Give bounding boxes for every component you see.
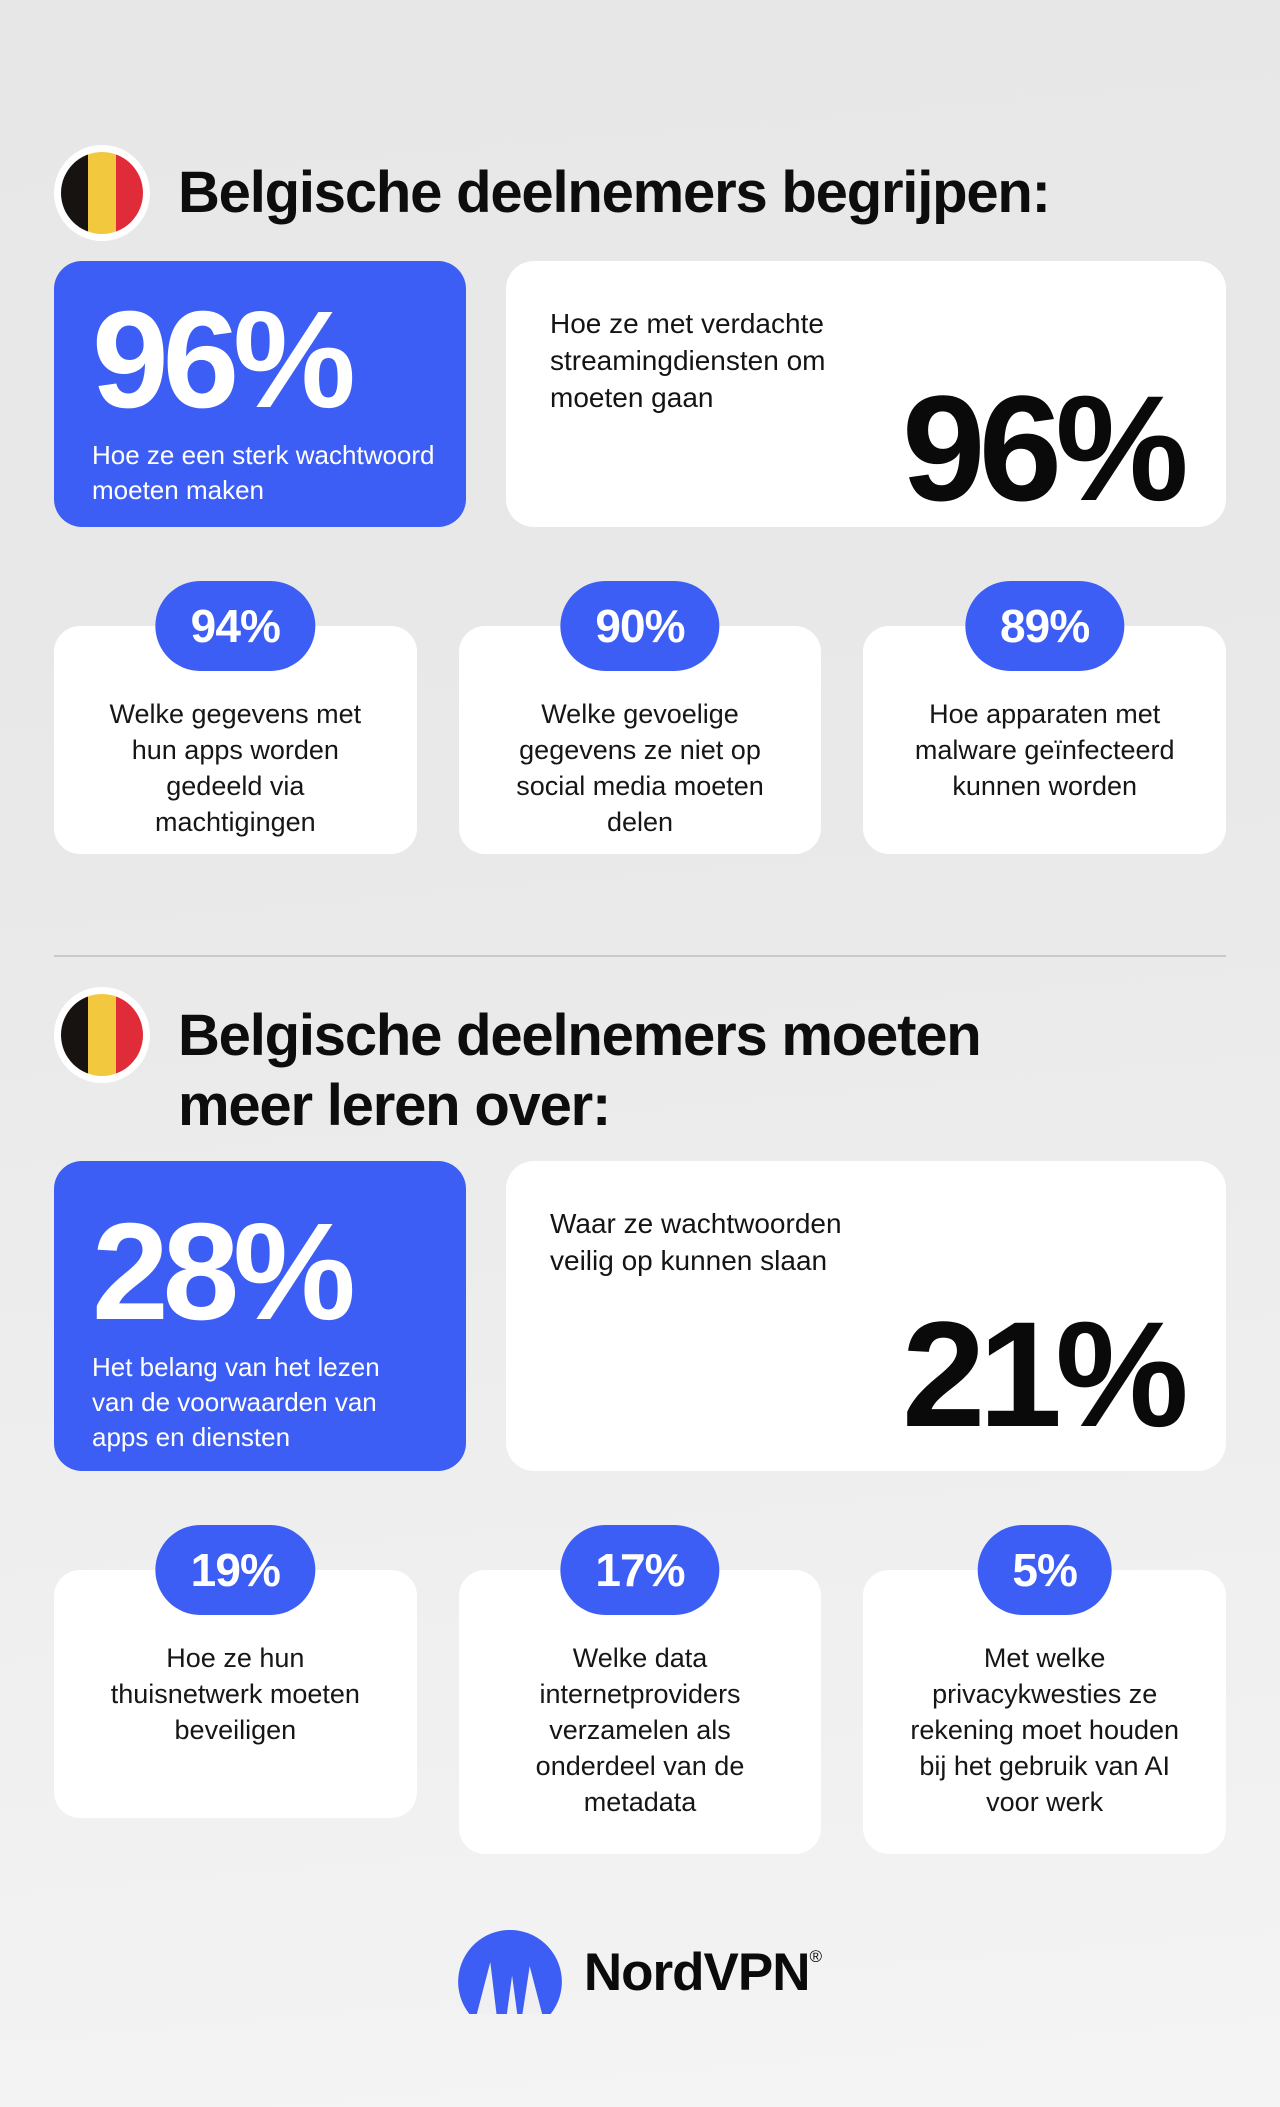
- stat-value: 28%: [92, 1195, 356, 1349]
- stat-pill: 90%: [560, 581, 720, 671]
- stat-card-password-storage: Waar ze wachtwoorden veilig op kunnen sl…: [506, 1161, 1226, 1471]
- stat-card-ai-privacy: 5% Met welke privacykwesties ze rekening…: [863, 1525, 1227, 1854]
- section2-stat-row: 19% Hoe ze hun thuisnetwerk moeten bevei…: [54, 1525, 1227, 1854]
- stat-pill: 5%: [977, 1525, 1112, 1615]
- section2-title-line1: Belgische deelnemers moeten: [178, 1003, 982, 1068]
- registered-mark: ®: [809, 1946, 823, 1966]
- flag-stripe-red: [115, 152, 143, 234]
- section2-title-line2: meer leren over:: [178, 1073, 611, 1138]
- stat-card-isp-metadata: 17% Welke data internetproviders verzame…: [458, 1525, 822, 1854]
- stat-card-streaming: Hoe ze met verdachte streamingdiensten o…: [506, 261, 1226, 527]
- stat-label: Welke gevoelige gegevens ze niet op soci…: [516, 699, 764, 837]
- belgium-flag-icon: [54, 145, 150, 241]
- section1-stat-row: 94% Welke gegevens met hun apps worden g…: [54, 581, 1227, 854]
- section2-header: Belgische deelnemers moeten meer leren ov…: [54, 987, 1226, 1141]
- stat-pill: 19%: [155, 1525, 315, 1615]
- stat-card-strong-password: 96% Hoe ze een sterk wachtwoord moeten m…: [54, 261, 466, 527]
- stat-label: Waar ze wachtwoorden veilig op kunnen sl…: [550, 1208, 842, 1276]
- stat-label: Hoe ze een sterk wachtwoord moeten maken: [92, 440, 435, 505]
- stat-card-malware: 89% Hoe apparaten met malware geïnfectee…: [863, 581, 1227, 854]
- stat-value: 21%: [902, 1290, 1189, 1458]
- flag-stripe-red: [115, 994, 143, 1076]
- stat-label: Het belang van het lezen van de voorwaar…: [92, 1352, 380, 1452]
- section2-title: Belgische deelnemers moeten meer leren ov…: [178, 1001, 982, 1141]
- section1-title: Belgische deelnemers begrijpen:: [178, 160, 1051, 225]
- brand-name: NordVPN: [583, 1942, 811, 2002]
- stat-pill: 89%: [965, 581, 1125, 671]
- stat-label: Met welke privacykwesties ze rekening mo…: [910, 1643, 1180, 1817]
- stat-label: Hoe ze met verdachte streamingdiensten o…: [550, 308, 826, 413]
- section1-hero-row: 96% Hoe ze een sterk wachtwoord moeten m…: [54, 261, 1226, 527]
- section-divider: [54, 955, 1226, 957]
- stat-card-app-permissions: 94% Welke gegevens met hun apps worden g…: [54, 581, 417, 854]
- section1-header: Belgische deelnemers begrijpen:: [54, 0, 1226, 241]
- belgium-flag-icon: [54, 987, 150, 1083]
- stat-label: Welke data internetproviders verzamelen …: [535, 1643, 745, 1817]
- stat-label: Welke gegevens met hun apps worden gedee…: [109, 699, 362, 837]
- section2-hero-row: 28% Het belang van het lezen van de voor…: [54, 1161, 1226, 1471]
- flag-stripe-black: [61, 152, 89, 234]
- nordvpn-mountain-icon: [458, 1930, 562, 2014]
- brand-wordmark: NordVPN®: [584, 1942, 822, 2003]
- flag-stripe-yellow: [88, 152, 116, 234]
- stat-value: 96%: [902, 364, 1189, 532]
- flag-stripe-yellow: [88, 994, 116, 1076]
- stat-value: 96%: [92, 283, 356, 437]
- stat-card-social-media: 90% Welke gevoelige gegevens ze niet op …: [458, 581, 822, 854]
- stat-label: Hoe apparaten met malware geïnfecteerd k…: [914, 699, 1175, 801]
- footer-brand: NordVPN®: [54, 1930, 1226, 2014]
- stat-pill: 17%: [560, 1525, 720, 1615]
- stat-card-terms-reading: 28% Het belang van het lezen van de voor…: [54, 1161, 466, 1471]
- stat-card-home-network: 19% Hoe ze hun thuisnetwerk moeten bevei…: [54, 1525, 417, 1818]
- flag-stripe-black: [61, 994, 89, 1076]
- stat-pill: 94%: [155, 581, 315, 671]
- stat-label: Hoe ze hun thuisnetwerk moeten beveilige…: [110, 1643, 360, 1745]
